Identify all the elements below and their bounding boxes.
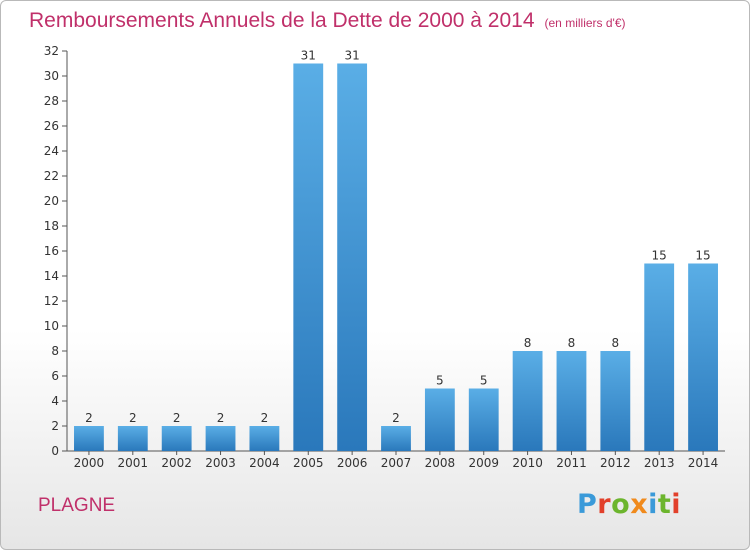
y-tick-label: 30 [44,69,59,83]
x-tick-label: 2006 [337,456,368,470]
logo-letter: r [597,489,612,520]
x-tick-label: 2013 [644,456,675,470]
y-tick-label: 2 [51,419,59,433]
logo-letter: P [577,489,598,520]
y-tick-label: 10 [44,319,59,333]
data-label: 2 [261,411,269,425]
data-label: 2 [173,411,181,425]
chart-title-text: Remboursements Annuels de la Dette de 20… [29,9,535,32]
y-tick-label: 26 [44,119,59,133]
bar [293,63,324,451]
bar [424,388,455,451]
bar [556,351,587,451]
bar [249,426,280,451]
chart-data-labels: 2 2 2 2 2 31 31 2 5 5 8 8 8 15 15 [85,49,711,426]
x-tick-label: 2005 [293,456,324,470]
data-label: 8 [568,336,576,350]
logo-letter: x [630,489,649,520]
data-label: 5 [480,374,488,388]
data-label: 8 [524,336,532,350]
bar [205,426,236,451]
data-label: 2 [129,411,137,425]
bar [512,351,543,451]
x-tick-label: 2014 [688,456,719,470]
bar [468,388,499,451]
x-tick-label: 2007 [381,456,412,470]
y-tick-label: 14 [44,269,59,283]
y-tick-label: 4 [51,394,59,408]
y-tick-label: 8 [51,344,59,358]
x-tick-label: 2009 [468,456,499,470]
y-tick-label: 20 [44,194,59,208]
x-tick-label: 2008 [425,456,456,470]
y-tick-label: 12 [44,294,59,308]
x-tick-label: 2011 [556,456,587,470]
chart-unit: (en milliers d'€) [544,16,626,30]
bar [644,263,675,451]
x-tick-label: 2003 [205,456,236,470]
y-tick-label: 22 [44,169,59,183]
bar [74,426,104,451]
bar [117,426,148,451]
y-tick-label: 24 [44,144,59,158]
x-tick-label: 2010 [512,456,543,470]
bar [161,426,192,451]
commune-name: PLAGNE [38,495,116,516]
logo-letter: i [671,489,682,520]
x-tick-label: 2000 [74,456,105,470]
logo-letter: o [611,489,631,520]
data-label: 15 [652,249,667,263]
data-label: 31 [301,49,316,63]
y-tick-label: 32 [44,44,59,58]
x-tick-label: 2002 [161,456,192,470]
x-tick-label: 2012 [600,456,631,470]
x-tick-label: 2001 [118,456,149,470]
data-label: 5 [436,374,444,388]
y-tick-label: 0 [51,444,59,458]
x-tick-label: 2004 [249,456,280,470]
y-tick-label: 28 [44,94,59,108]
bar [688,263,718,451]
chart-title: Remboursements Annuels de la Dette de 20… [29,9,626,33]
data-label: 8 [612,336,620,350]
data-label: 15 [695,249,710,263]
logo-letter: i [648,489,658,520]
data-label: 2 [217,411,225,425]
bar [600,351,631,451]
y-tick-label: 18 [44,219,59,233]
data-label: 31 [344,49,359,63]
chart-bars [74,63,718,451]
logo-letter: t [657,489,672,520]
bar [337,63,368,451]
data-label: 2 [392,411,400,425]
data-label: 2 [85,411,93,425]
proxiti-logo: Proxiti [577,489,681,520]
y-tick-label: 6 [51,369,59,383]
bar [381,426,411,451]
y-tick-label: 16 [44,244,59,258]
